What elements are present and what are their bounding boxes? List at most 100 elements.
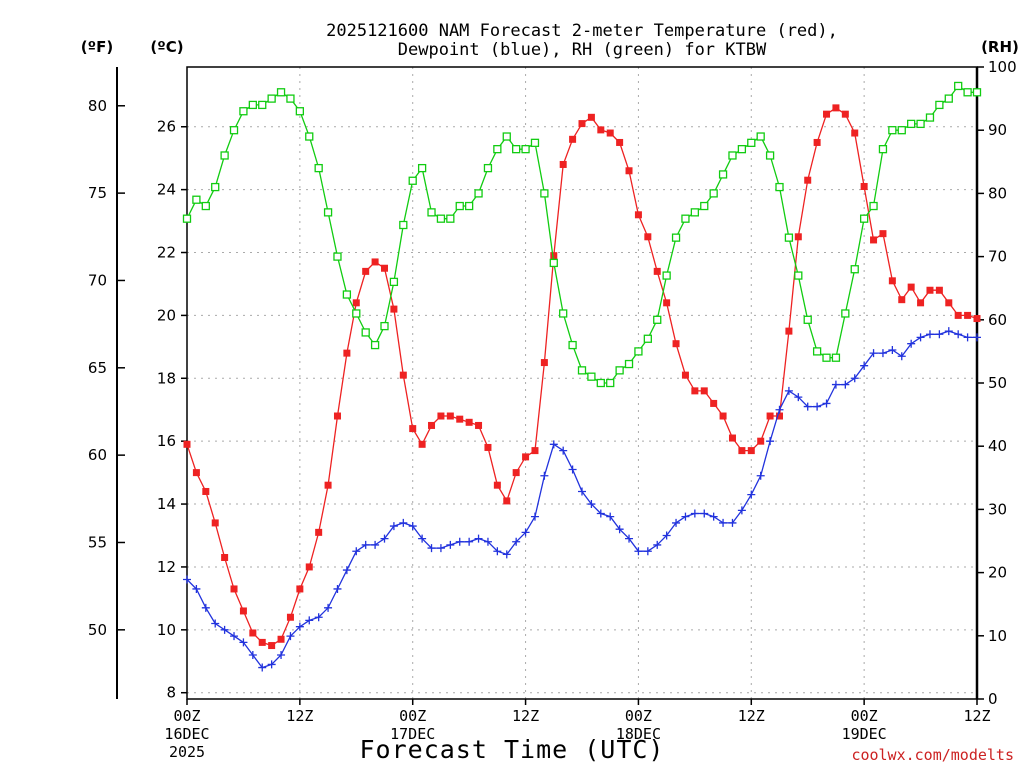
temperature-point xyxy=(587,113,595,121)
rh-point xyxy=(305,132,314,141)
rh-point xyxy=(737,145,747,154)
x-tick-label: 00Z xyxy=(851,707,878,725)
dewpoint-point xyxy=(728,518,737,527)
temperature-point xyxy=(296,585,304,593)
fahrenheit-tick-label: 60 xyxy=(88,446,107,464)
dewpoint-point xyxy=(719,518,728,527)
dewpoint-point xyxy=(211,619,220,628)
temperature-point xyxy=(192,469,200,477)
dewpoint-point xyxy=(794,393,803,402)
dewpoint-point xyxy=(897,352,906,361)
rh-tick-label: 70 xyxy=(988,248,1007,266)
dewpoint-point xyxy=(408,522,417,531)
temperature-point xyxy=(973,315,981,323)
chart-title-line2: Dewpoint (blue), RH (green) for KTBW xyxy=(398,40,767,60)
rh-point xyxy=(972,88,982,97)
temperature-point xyxy=(493,481,501,489)
rh-point xyxy=(540,189,549,198)
temperature-point xyxy=(672,340,680,348)
rh-point xyxy=(587,372,596,381)
tick-labels: 8 10 12 14 16 18 20 22 24 26 50 55 60 65 70 75 80 0 10 20 30… xyxy=(88,58,1017,761)
dewpoint-point xyxy=(766,437,775,446)
fahrenheit-tick-label: 50 xyxy=(88,621,107,639)
rh-point xyxy=(954,81,963,91)
rh-point xyxy=(690,208,700,217)
temperature-point xyxy=(381,264,388,272)
rh-point xyxy=(342,290,352,299)
rh-point xyxy=(258,100,267,110)
dewpoint-point xyxy=(295,622,304,631)
temperature-point xyxy=(324,481,332,489)
temperature-point xyxy=(719,412,727,420)
rh-tick-label: 80 xyxy=(988,184,1007,202)
rh-point xyxy=(370,340,380,350)
dewpoint-point xyxy=(521,528,530,537)
temperature-point xyxy=(738,447,746,455)
temperature-point xyxy=(776,412,783,420)
dewpoint-point xyxy=(653,540,662,549)
temperature-point xyxy=(766,412,774,420)
rh-point xyxy=(963,88,972,97)
rh-point xyxy=(474,189,483,198)
celsius-tick-label: 18 xyxy=(157,369,176,387)
temperature-point xyxy=(286,613,294,621)
dewpoint-point xyxy=(361,540,370,549)
series-layer xyxy=(182,81,982,672)
rh-point xyxy=(436,214,446,223)
temperature-point xyxy=(183,440,191,448)
celsius-tick-label: 26 xyxy=(157,118,176,136)
x-tick-label: 00Z xyxy=(399,707,426,725)
dewpoint-point xyxy=(963,333,972,342)
temperature-point xyxy=(446,412,454,420)
temperature-point xyxy=(954,311,962,319)
dewpoint-point xyxy=(747,490,756,499)
celsius-tick-label: 20 xyxy=(157,306,176,324)
dewpoint-point xyxy=(907,339,916,348)
fahrenheit-tick-label: 70 xyxy=(88,271,107,289)
rh-point xyxy=(916,119,925,129)
dewpoint-point xyxy=(512,537,521,546)
rh-point xyxy=(925,113,935,122)
rh-point xyxy=(399,220,408,230)
rh-point xyxy=(549,258,558,268)
x-tick-label: 12Z xyxy=(512,707,539,725)
dewpoint-point xyxy=(831,380,840,389)
temperature-point xyxy=(832,104,840,112)
rh-point xyxy=(624,359,634,369)
temperature-point xyxy=(465,418,473,426)
dewpoint-point xyxy=(878,349,887,358)
temperature-point xyxy=(202,487,210,495)
temperature-point xyxy=(550,252,558,260)
fahrenheit-tick-label: 55 xyxy=(88,533,107,551)
rh-point xyxy=(681,214,690,223)
credit-link[interactable]: coolwx.com/modelts xyxy=(851,746,1014,764)
rh-tick-label: 10 xyxy=(988,627,1007,645)
plot-frame xyxy=(186,66,978,700)
temperature-point xyxy=(945,299,953,307)
temperature-point xyxy=(823,110,831,118)
temperature-point xyxy=(484,443,492,451)
dewpoint-point xyxy=(324,603,333,612)
rh-point xyxy=(700,201,709,211)
temperature-point xyxy=(907,283,915,291)
temperature-point xyxy=(964,311,972,319)
temperature-point xyxy=(841,110,849,118)
rh-point xyxy=(295,107,305,116)
rh-point xyxy=(276,88,286,97)
rh-point xyxy=(841,309,850,318)
rh-point xyxy=(417,163,427,173)
dewpoint-point xyxy=(634,547,643,556)
dewpoint-point xyxy=(850,374,859,383)
dewpoint-point xyxy=(455,537,464,546)
temperature-point xyxy=(625,167,633,175)
dewpoint-point xyxy=(709,512,718,521)
dewpoint-point xyxy=(530,512,539,521)
dewpoint-point xyxy=(267,660,276,669)
temperature-point xyxy=(428,421,436,429)
grid-lines xyxy=(187,67,977,699)
dewpoint-point xyxy=(925,330,934,339)
temperature-point xyxy=(634,211,642,219)
rh-point xyxy=(248,100,257,110)
x-tick-label: 18DEC xyxy=(616,725,661,743)
temperature-point xyxy=(305,563,313,571)
